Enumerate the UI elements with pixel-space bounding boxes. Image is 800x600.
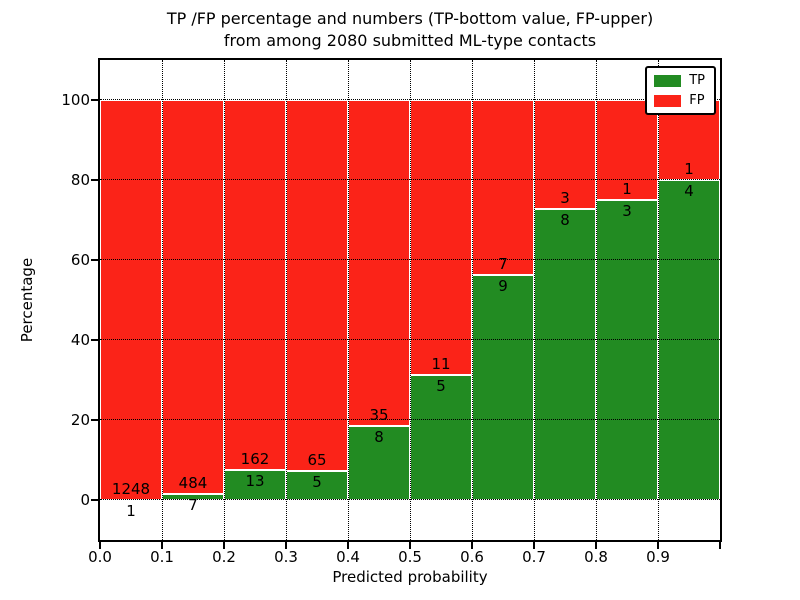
bar-segment-fp (472, 100, 534, 275)
gridline-vertical (533, 60, 535, 540)
fp-count-label: 484 (178, 474, 208, 493)
tp-count-label: 8 (560, 211, 570, 230)
legend-label-fp: FP (689, 93, 705, 108)
y-tick-mark (91, 179, 98, 181)
gridline-vertical (223, 60, 225, 540)
x-tick-label: 0.9 (646, 548, 670, 566)
x-tick-mark (471, 542, 473, 549)
x-tick-mark (409, 542, 411, 549)
tp-count-label: 5 (436, 377, 446, 395)
bar-segment-tp (224, 470, 286, 500)
gridline-horizontal (100, 419, 720, 420)
gridline-horizontal (100, 259, 720, 260)
bar-segment-fp (348, 100, 410, 426)
x-tick-mark (285, 542, 287, 549)
chart-title-line2: from among 2080 submitted ML-type contac… (223, 31, 597, 50)
fp-count-label: 11 (431, 355, 451, 373)
tp-count-label: 9 (498, 277, 508, 295)
fp-count-label: 1 (622, 180, 632, 198)
tp-count-label: 3 (622, 202, 632, 220)
tp-color-swatch (654, 74, 682, 87)
tp-count-label: 4 (684, 182, 694, 200)
y-tick-label: 0 (80, 491, 90, 509)
legend-label-tp: TP (689, 73, 705, 88)
gridline-horizontal (100, 99, 720, 100)
y-tick-label: 100 (61, 91, 90, 109)
x-tick-label: 0.5 (398, 548, 422, 566)
gridline-vertical (471, 60, 473, 540)
bar-segment-fp (162, 100, 224, 495)
x-tick-label: 0.0 (88, 548, 112, 566)
bar-segment-fp (596, 100, 658, 200)
y-tick-mark (91, 99, 98, 101)
legend-entry-tp: TP (654, 74, 705, 87)
y-tick-mark (91, 419, 98, 421)
x-tick-mark (347, 542, 349, 549)
gridline-horizontal (100, 339, 720, 340)
gridline-vertical (347, 60, 349, 540)
fp-count-label: 65 (307, 451, 327, 470)
legend-entry-fp: FP (654, 94, 705, 107)
x-tick-label: 0.1 (150, 548, 174, 566)
fp-count-label: 162 (240, 450, 270, 469)
gridline-vertical (161, 60, 163, 540)
gridline-vertical (409, 60, 411, 540)
x-tick-label: 0.8 (584, 548, 608, 566)
y-tick-label: 60 (70, 251, 90, 269)
plot-area: TP FP 1248 1 484 7 162 13 65 5 35 8 11 5 7 9 3 8 1 3 1 4 (98, 58, 722, 542)
y-tick-mark (91, 499, 98, 501)
y-axis-label: Percentage (18, 257, 36, 343)
gridline-vertical (595, 60, 597, 540)
tp-count-label: 13 (245, 472, 265, 491)
tp-count-label: 1 (126, 501, 136, 520)
fp-count-label: 1248 (111, 479, 151, 498)
gridline-vertical (657, 60, 659, 540)
x-tick-label: 0.2 (212, 548, 236, 566)
gridline-vertical (285, 60, 287, 540)
x-tick-mark (99, 542, 101, 549)
x-tick-label: 0.7 (522, 548, 546, 566)
bar-segment-tp (472, 275, 534, 500)
y-tick-mark (91, 259, 98, 261)
bar-segment-tp (596, 200, 658, 500)
x-tick-label: 0.3 (274, 548, 298, 566)
chart-title: TP /FP percentage and numbers (TP-bottom… (100, 8, 720, 52)
x-tick-mark (533, 542, 535, 549)
legend: TP FP (645, 66, 716, 115)
bar-segment-tp (658, 180, 720, 500)
y-tick-mark (91, 339, 98, 341)
bar-segment-fp (286, 100, 348, 472)
tp-count-label: 8 (374, 427, 384, 446)
bar-segment-fp (224, 100, 286, 471)
x-axis-label: Predicted probability (332, 568, 488, 586)
chart-title-line1: TP /FP percentage and numbers (TP-bottom… (166, 9, 654, 28)
y-tick-label: 20 (70, 411, 90, 429)
y-tick-label: 40 (70, 331, 90, 349)
x-tick-mark (161, 542, 163, 549)
x-tick-mark (657, 542, 659, 549)
bar-segment-tp (348, 425, 410, 500)
fp-count-label: 35 (369, 405, 389, 424)
tp-count-label: 5 (312, 473, 322, 492)
x-tick-mark (719, 542, 721, 549)
x-tick-mark (595, 542, 597, 549)
tp-count-label: 7 (188, 496, 198, 515)
fp-count-label: 1 (684, 160, 694, 178)
y-tick-label: 80 (70, 171, 90, 189)
bar-segment-fp (100, 100, 162, 500)
gridline-horizontal (100, 499, 720, 500)
bar-segment-tp (534, 209, 596, 500)
bar-segment-fp (534, 100, 596, 210)
fp-color-swatch (654, 94, 682, 107)
bar-segment-fp (410, 100, 472, 375)
gridline-horizontal (100, 179, 720, 180)
x-tick-mark (223, 542, 225, 549)
fp-count-label: 3 (560, 189, 570, 208)
fp-count-label: 7 (498, 255, 508, 273)
x-tick-label: 0.4 (336, 548, 360, 566)
x-tick-label: 0.6 (460, 548, 484, 566)
